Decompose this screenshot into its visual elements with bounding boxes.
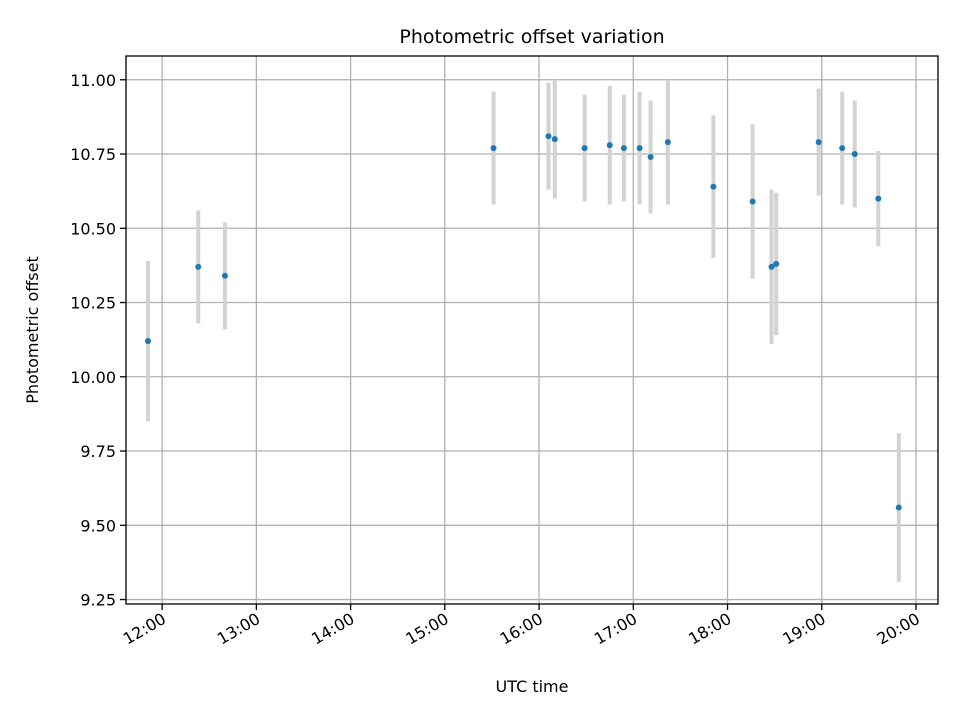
data-point <box>815 139 822 146</box>
data-point <box>620 145 627 152</box>
data-point <box>895 504 902 511</box>
y-tick-label: 9.75 <box>80 442 116 461</box>
plot-frame <box>125 55 939 605</box>
data-points <box>144 133 902 511</box>
chart-title: Photometric offset variation <box>399 26 664 48</box>
data-point <box>195 263 202 270</box>
y-tick-label: 11.00 <box>70 71 116 90</box>
data-point <box>851 151 858 158</box>
data-point <box>749 198 756 205</box>
data-point <box>839 145 846 152</box>
data-point <box>773 260 780 267</box>
data-point <box>551 136 558 143</box>
grid-lines <box>126 56 938 604</box>
data-point <box>606 142 613 149</box>
data-point <box>768 263 775 270</box>
data-point <box>545 133 552 140</box>
data-point <box>144 338 151 345</box>
data-point <box>647 153 654 160</box>
y-tick-label: 9.25 <box>80 591 116 610</box>
x-axis-label: UTC time <box>496 677 569 696</box>
data-point <box>490 145 497 152</box>
y-tick-label: 10.00 <box>70 368 116 387</box>
data-point <box>221 272 228 279</box>
y-tick-label: 10.25 <box>70 294 116 313</box>
data-point <box>875 195 882 202</box>
y-tick-label: 10.75 <box>70 145 116 164</box>
data-point <box>710 183 717 190</box>
data-point <box>636 145 643 152</box>
data-point <box>664 139 671 146</box>
y-tick-label: 10.50 <box>70 219 116 238</box>
data-point <box>581 145 588 152</box>
y-tick-label: 9.50 <box>80 516 116 535</box>
y-axis-label: Photometric offset <box>23 256 42 404</box>
